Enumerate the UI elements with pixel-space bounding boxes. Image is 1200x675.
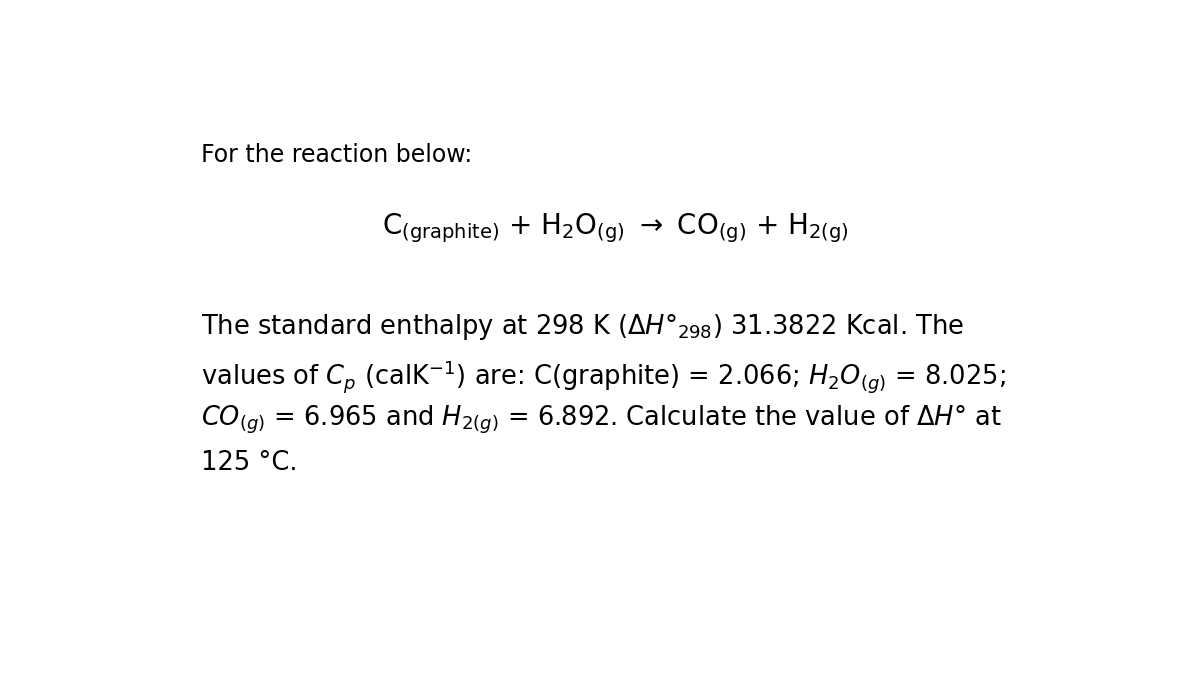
Text: $CO_{(g)}$ = 6.965 and $H_{2(g)}$ = 6.892. Calculate the value of $\Delta H°$ at: $CO_{(g)}$ = 6.965 and $H_{2(g)}$ = 6.89…: [202, 404, 1002, 436]
Text: 125 °C.: 125 °C.: [202, 450, 298, 475]
Text: The standard enthalpy at 298 K ($\Delta H°_{298}$) 31.3822 Kcal. The: The standard enthalpy at 298 K ($\Delta …: [202, 313, 964, 342]
Text: For the reaction below:: For the reaction below:: [202, 143, 473, 167]
Text: values of $C_p$ (calK$^{-1}$) are: C(graphite) = 2.066; $H_2O_{(g)}$ = 8.025;: values of $C_p$ (calK$^{-1}$) are: C(gra…: [202, 358, 1006, 395]
Text: $\mathregular{C_{(graphite)}}$ + $\mathregular{H_2O_{(g)}}$ $\rightarrow$ $\math: $\mathregular{C_{(graphite)}}$ + $\mathr…: [382, 211, 848, 244]
